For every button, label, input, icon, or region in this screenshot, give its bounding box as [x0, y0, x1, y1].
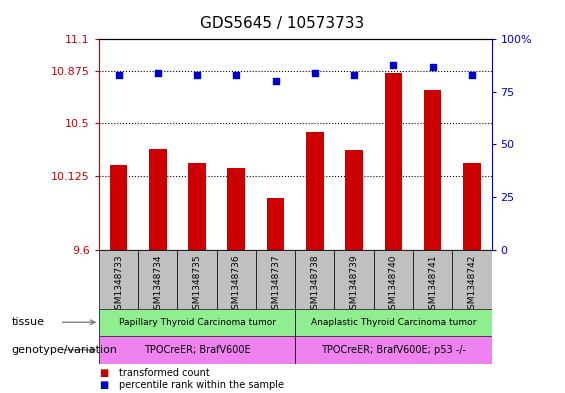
Point	[350, 72, 359, 78]
Text: ■: ■	[99, 368, 108, 378]
Text: ■: ■	[99, 380, 108, 390]
Point	[389, 61, 398, 68]
Text: GDS5645 / 10573733: GDS5645 / 10573733	[201, 16, 364, 31]
Point	[467, 72, 476, 78]
Bar	[463, 163, 481, 250]
FancyBboxPatch shape	[295, 336, 492, 364]
Bar	[385, 73, 402, 250]
Point	[114, 72, 123, 78]
FancyBboxPatch shape	[413, 250, 453, 309]
FancyBboxPatch shape	[99, 336, 295, 364]
FancyBboxPatch shape	[453, 250, 492, 309]
Bar	[345, 150, 363, 250]
Bar	[424, 90, 441, 250]
Text: Papillary Thyroid Carcinoma tumor: Papillary Thyroid Carcinoma tumor	[119, 318, 276, 327]
Bar	[306, 132, 324, 250]
FancyBboxPatch shape	[256, 250, 295, 309]
Text: transformed count: transformed count	[119, 368, 210, 378]
FancyBboxPatch shape	[217, 250, 256, 309]
Text: GSM1348739: GSM1348739	[350, 254, 359, 315]
Text: Anaplastic Thyroid Carcinoma tumor: Anaplastic Thyroid Carcinoma tumor	[311, 318, 476, 327]
Text: TPOCreER; BrafV600E: TPOCreER; BrafV600E	[144, 345, 250, 355]
Bar	[110, 165, 127, 250]
Text: GSM1348742: GSM1348742	[467, 254, 476, 315]
Text: GSM1348737: GSM1348737	[271, 254, 280, 315]
Text: GSM1348733: GSM1348733	[114, 254, 123, 315]
FancyBboxPatch shape	[374, 250, 413, 309]
Point	[232, 72, 241, 78]
Bar	[267, 198, 284, 250]
Text: percentile rank within the sample: percentile rank within the sample	[119, 380, 284, 390]
Text: GSM1348736: GSM1348736	[232, 254, 241, 315]
FancyBboxPatch shape	[177, 250, 217, 309]
Text: TPOCreER; BrafV600E; p53 -/-: TPOCreER; BrafV600E; p53 -/-	[321, 345, 466, 355]
Text: tissue: tissue	[11, 317, 44, 327]
FancyBboxPatch shape	[295, 309, 492, 336]
FancyBboxPatch shape	[138, 250, 177, 309]
Text: GSM1348738: GSM1348738	[310, 254, 319, 315]
Point	[153, 70, 162, 76]
FancyBboxPatch shape	[99, 250, 138, 309]
Point	[428, 64, 437, 70]
Text: GSM1348735: GSM1348735	[193, 254, 202, 315]
FancyBboxPatch shape	[334, 250, 374, 309]
Text: GSM1348741: GSM1348741	[428, 254, 437, 315]
Text: GSM1348734: GSM1348734	[153, 254, 162, 315]
Text: GSM1348740: GSM1348740	[389, 254, 398, 315]
Point	[271, 78, 280, 84]
Bar	[188, 163, 206, 250]
Bar	[149, 149, 167, 250]
Point	[310, 70, 319, 76]
Point	[193, 72, 202, 78]
Bar	[228, 168, 245, 250]
Text: genotype/variation: genotype/variation	[11, 345, 118, 355]
FancyBboxPatch shape	[295, 250, 334, 309]
FancyBboxPatch shape	[99, 309, 295, 336]
